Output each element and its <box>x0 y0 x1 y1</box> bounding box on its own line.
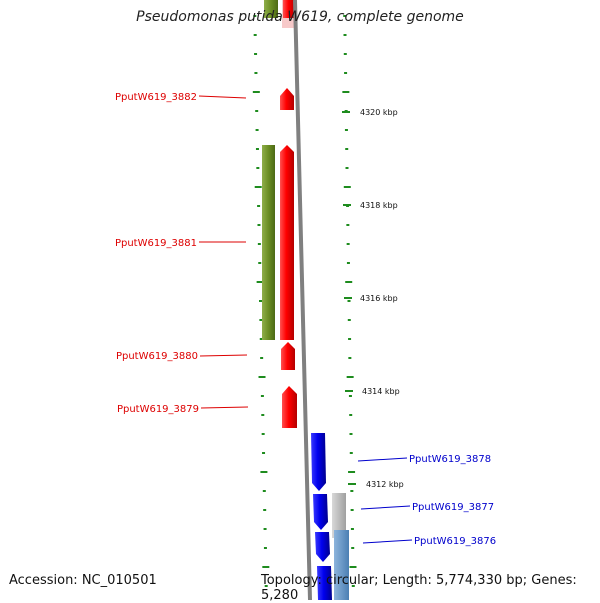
tick-mark <box>344 72 348 74</box>
gene-arrow-pputw619-3878[interactable] <box>311 433 326 491</box>
gene-leader-3877 <box>360 505 411 510</box>
tick-mark <box>257 243 261 245</box>
tick-mark <box>346 224 350 226</box>
tick-mark <box>254 53 258 55</box>
tick-mark <box>257 205 261 207</box>
tick-mark <box>348 357 352 359</box>
gene-arrow-pputw619-3881[interactable] <box>280 145 294 340</box>
outer-tick-ring <box>342 15 357 587</box>
tick-mark <box>349 566 357 568</box>
tick-mark <box>261 433 265 435</box>
cog-band-gray <box>332 493 346 538</box>
tick-mark <box>345 167 349 169</box>
tick-mark <box>263 528 267 530</box>
topology-text: Topology: circular; Length: 5,774,330 bp… <box>261 573 577 603</box>
gene-label-pputw619-3881[interactable]: PputW619_3881 <box>115 238 197 249</box>
tick-mark <box>351 547 355 549</box>
tick-mark <box>254 186 262 188</box>
tick-mark <box>260 471 268 473</box>
genome-backbone <box>293 0 312 600</box>
tick-mark <box>263 547 267 549</box>
tick-mark <box>255 129 259 131</box>
tick-mark <box>345 281 353 283</box>
accession-text: Accession: NC_010501 <box>9 573 157 588</box>
tick-mark <box>254 72 258 74</box>
tick-mark <box>348 338 352 340</box>
tick-mark <box>349 433 353 435</box>
tick-mark <box>348 471 356 473</box>
gene-label-pputw619-3877[interactable]: PputW619_3877 <box>412 502 494 513</box>
tick-mark <box>350 528 354 530</box>
gene-arrow-pputw619-3880[interactable] <box>281 342 295 370</box>
tick-mark <box>255 148 259 150</box>
tick-mark <box>350 509 354 511</box>
tick-mark <box>343 53 347 55</box>
tick-mark <box>253 15 257 17</box>
gene-arrow-pputw619-3877[interactable] <box>313 494 328 530</box>
tick-mark <box>343 15 347 17</box>
gene-leader-3878 <box>357 457 408 462</box>
scale-label-4314: 4314 kbp <box>362 387 400 396</box>
tick-mark <box>253 34 257 36</box>
tick-mark <box>344 129 348 131</box>
tick-mark <box>343 34 347 36</box>
tick-mark <box>262 452 266 454</box>
gene-label-pputw619-3879[interactable]: PputW619_3879 <box>117 404 199 415</box>
gene-arrow-top <box>283 0 295 18</box>
gene-leader-3880 <box>199 354 248 357</box>
cog-band-top <box>264 0 278 18</box>
tick-mark <box>259 300 262 302</box>
gene-leader-3876 <box>362 539 413 544</box>
tick-mark <box>256 281 264 283</box>
tick-mark <box>259 319 263 321</box>
tick-mark <box>351 585 355 587</box>
tick-mark <box>252 91 260 93</box>
tick-mark <box>347 300 351 302</box>
tick-mark <box>347 319 351 321</box>
gene-arrow-bottom[interactable] <box>317 566 332 600</box>
gene-label-pputw619-3880[interactable]: PputW619_3880 <box>116 351 198 362</box>
gene-label-pputw619-3882[interactable]: PputW619_3882 <box>115 92 197 103</box>
tick-mark <box>259 338 263 340</box>
tick-mark <box>257 224 261 226</box>
tick-mark <box>260 357 264 359</box>
tick-mark <box>264 585 268 587</box>
cog-band-blue <box>334 530 349 600</box>
tick-mark <box>346 376 354 378</box>
tick-mark <box>258 376 266 378</box>
tick-mark <box>343 186 351 188</box>
tick-mark <box>350 490 354 492</box>
tick-mark <box>260 395 264 397</box>
tick-mark <box>262 490 266 492</box>
tick-mark <box>349 414 353 416</box>
cog-band-green <box>262 145 275 340</box>
scale-label-4320: 4320 kbp <box>360 108 398 117</box>
tick-mark <box>346 243 350 245</box>
tick-mark <box>258 262 262 264</box>
page-title: Pseudomonas putida W619, complete genome <box>136 9 464 25</box>
gene-label-pputw619-3878[interactable]: PputW619_3878 <box>409 454 491 465</box>
gene-arrow-pputw619-3882[interactable] <box>280 88 294 110</box>
inner-tick-ring <box>252 15 270 587</box>
scale-label-4312: 4312 kbp <box>366 480 404 489</box>
tick-mark <box>255 110 259 112</box>
tick-mark <box>348 395 352 397</box>
tick-mark <box>345 148 349 150</box>
tick-mark <box>263 509 267 511</box>
tick-mark <box>262 566 270 568</box>
tick-mark <box>342 91 350 93</box>
gene-arrow-pputw619-3876[interactable] <box>315 532 330 562</box>
tick-mark <box>349 452 353 454</box>
tick-mark <box>256 167 260 169</box>
scale-label-4318: 4318 kbp <box>360 201 398 210</box>
scale-label-4316: 4316 kbp <box>360 294 398 303</box>
gene-leader-3879 <box>200 406 249 409</box>
tick-mark <box>261 414 265 416</box>
gene-leader-3882 <box>198 95 247 99</box>
gene-label-pputw619-3876[interactable]: PputW619_3876 <box>414 536 496 547</box>
gene-arrow-pputw619-3879[interactable] <box>282 386 297 428</box>
tick-mark <box>346 262 350 264</box>
